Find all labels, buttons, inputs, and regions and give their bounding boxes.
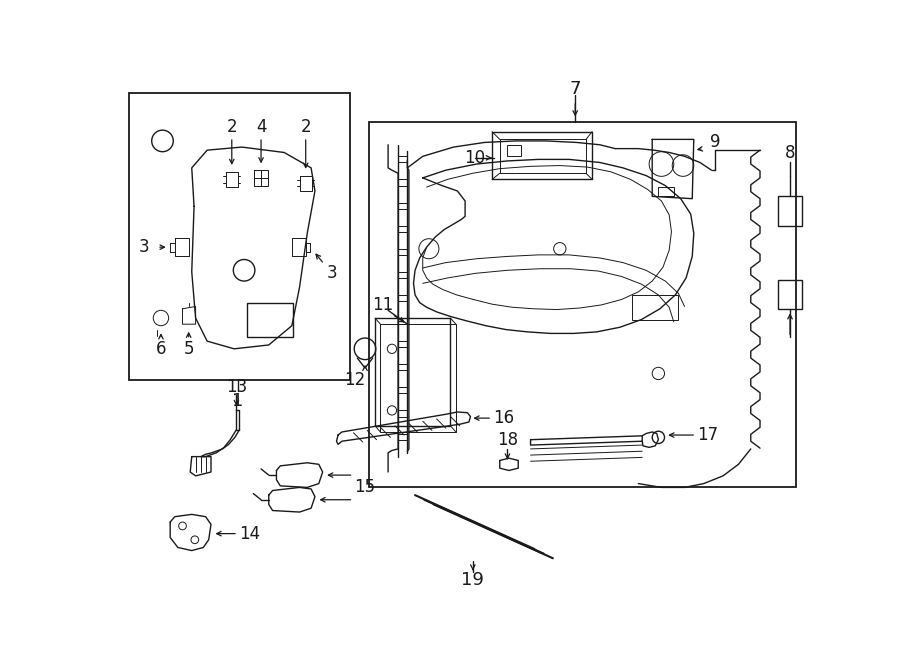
Bar [778, 280, 802, 309]
Bar [398, 225, 408, 232]
Bar [398, 341, 408, 347]
Bar [778, 196, 802, 225]
Bar [369, 122, 796, 487]
Text: 12: 12 [345, 371, 365, 389]
Bar [398, 434, 408, 440]
Bar [248, 303, 293, 337]
Bar [508, 145, 521, 156]
Bar [398, 249, 408, 255]
Text: 3: 3 [327, 264, 338, 282]
Text: 3: 3 [139, 238, 149, 256]
Text: 18: 18 [497, 431, 518, 449]
Bar [398, 202, 408, 209]
Text: 1: 1 [232, 392, 244, 410]
Text: 6: 6 [156, 340, 166, 358]
Text: 16: 16 [493, 409, 514, 427]
Text: 9: 9 [710, 134, 721, 151]
Text: 19: 19 [462, 571, 484, 589]
Text: 17: 17 [698, 426, 718, 444]
Bar [398, 410, 408, 416]
Text: 11: 11 [372, 296, 393, 314]
Bar [398, 295, 408, 301]
Text: 5: 5 [184, 340, 194, 358]
Text: 8: 8 [785, 144, 796, 162]
Text: 7: 7 [570, 79, 581, 98]
Bar [129, 93, 349, 379]
Bar [659, 187, 674, 196]
Text: 15: 15 [355, 479, 375, 496]
Bar [375, 318, 451, 426]
Text: 14: 14 [238, 525, 260, 543]
Bar [398, 364, 408, 370]
Bar [381, 324, 456, 432]
Bar [398, 179, 408, 186]
Bar [398, 318, 408, 324]
Bar [398, 156, 408, 163]
Bar [398, 272, 408, 278]
Text: 2: 2 [301, 118, 311, 136]
Text: 10: 10 [464, 149, 486, 167]
Text: 4: 4 [256, 118, 266, 136]
Bar [632, 295, 679, 319]
Bar [398, 387, 408, 393]
Text: 13: 13 [226, 378, 247, 397]
Text: 2: 2 [227, 118, 237, 136]
